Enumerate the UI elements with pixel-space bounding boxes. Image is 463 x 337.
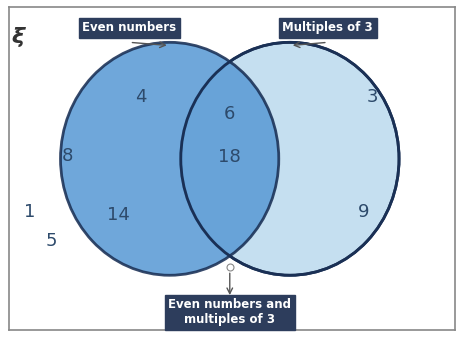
Ellipse shape [181,42,398,275]
Text: 8: 8 [62,147,73,164]
Text: 3: 3 [366,88,377,106]
Text: 18: 18 [218,148,241,166]
Text: 6: 6 [224,104,235,123]
Ellipse shape [60,42,278,275]
Text: ξ: ξ [12,27,25,47]
Text: 5: 5 [46,232,57,250]
Text: Even numbers and
multiples of 3: Even numbers and multiples of 3 [168,299,291,327]
Text: 4: 4 [135,88,146,106]
Text: Even numbers: Even numbers [82,21,176,34]
Text: 1: 1 [24,203,35,221]
Text: Multiples of 3: Multiples of 3 [282,21,372,34]
Text: 14: 14 [107,206,130,224]
Text: 9: 9 [357,203,369,221]
